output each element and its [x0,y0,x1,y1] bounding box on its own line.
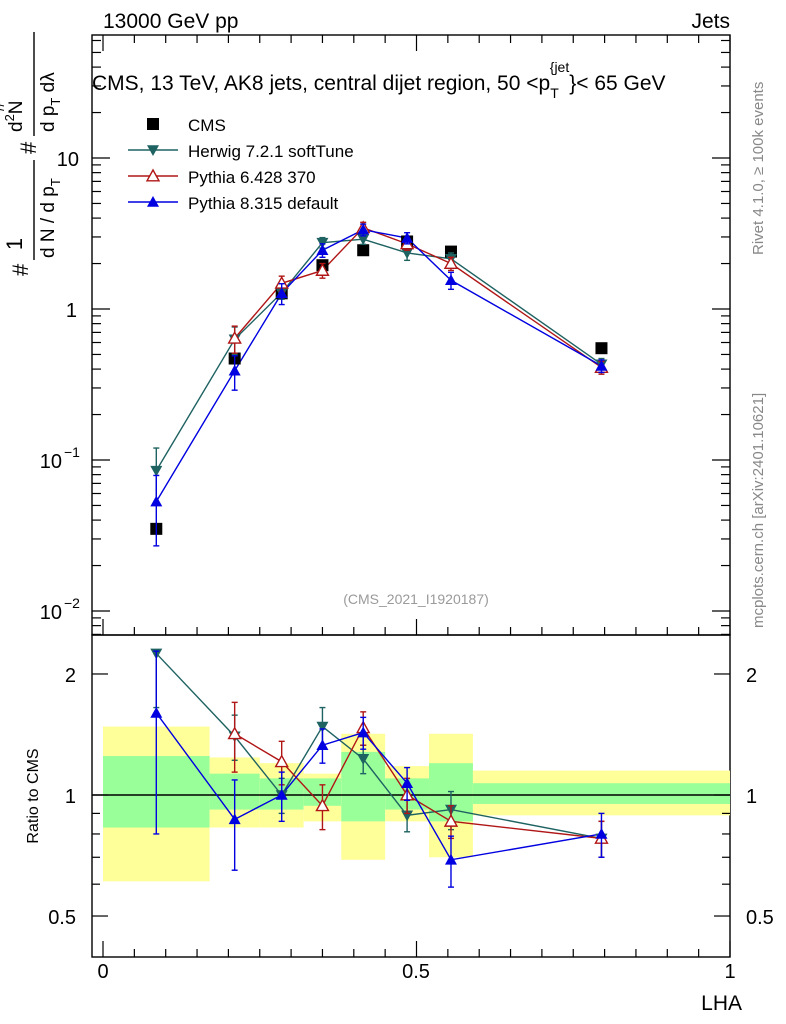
ratio-point-pythia-8-315-default [401,777,414,788]
ratio-point-herwig-7-2-1-softtune [357,754,370,765]
xtick-label-1: 1 [724,961,735,983]
data-point-pythia-8-315-default [275,287,288,299]
ytick-label-1e-2-exp: −2 [64,595,80,611]
ratio-axis-label: Ratio to CMS [25,748,42,843]
data-point-pythia-6-428-370 [443,256,459,270]
legend-marker-herwig-7-2-1-softtune [147,145,159,156]
ratio-tick-label-2-right: 2 [746,665,757,687]
xtick-label-0: 0 [97,961,108,983]
svg-text:d pT dλ: d pT dλ [38,72,63,132]
legend-marker-cms [147,118,159,130]
data-point-pythia-8-315-default [228,364,241,376]
ratio-band-inner [472,783,730,804]
ratio-point-pythia-8-315-default [357,726,370,738]
data-point-pythia-8-315-default [595,359,608,371]
ratio-point-pythia-6-428-370 [274,754,289,768]
ratio-point-herwig-7-2-1-softtune [316,721,329,733]
ytick-label-1e-1: 10 [40,451,62,473]
ratio-point-pythia-6-428-370 [443,813,459,827]
data-point-cms [595,342,608,355]
ratio-line-herwig-7-2-1-softtune [155,652,602,840]
data-point-cms [357,244,370,257]
ratio-tick-label-1-right: 1 [746,786,757,808]
data-point-pythia-8-315-default [357,223,370,235]
legend-label-pythia-8-315-default: Pythia 8.315 default [188,194,339,213]
legend-label-pythia-6-428-370: Pythia 6.428 370 [188,168,316,187]
ratio-point-pythia-6-428-370 [315,798,330,812]
ratio-point-pythia-8-315-default [228,813,241,825]
ytick-label-1e-1-exp: −1 [64,444,80,460]
data-point-pythia-8-315-default [150,495,163,507]
svg-text:d N / d pT: d N / d pT [38,178,63,258]
ratio-point-pythia-6-428-370 [227,726,242,740]
legend-marker-pythia-8-315-default [147,196,159,207]
title-sup: {jet [550,59,570,75]
ytick-label-10: 10 [57,149,79,171]
mcplots-label: mcplots.cern.ch [arXiv:2401.10621] [750,393,767,628]
data-point-herwig-7-2-1-softtune [357,234,370,246]
svg-text:d2N: d2N [2,100,27,132]
legend-label-cms: CMS [188,116,226,135]
header-process: Jets [691,10,730,33]
svg-text:1: 1 [2,238,27,250]
svg-text:#: # [8,263,33,276]
main-y-axis-label: # 1 d N / d pT # d2N d pT dλ # [0,32,63,276]
svg-text:#: # [0,101,9,112]
data-point-pythia-6-428-370 [227,330,242,344]
ratio-tick-label-1: 1 [65,786,76,808]
ratio-point-pythia-8-315-default [150,706,163,718]
legend-label-herwig-7-2-1-softtune: Herwig 7.2.1 softTune [188,142,354,161]
legend-marker-pythia-6-428-370 [145,168,161,182]
plot-title: CMS, 13 TeV, AK8 jets, central dijet reg… [92,59,666,101]
ratio-point-pythia-8-315-default [444,853,457,865]
ratio-tick-label-2: 2 [65,665,76,687]
ratio-line-pythia-8-315-default [155,712,602,861]
legend: CMS Herwig 7.2.1 softTune Pythia 6.428 370… [128,116,354,213]
ratio-point-pythia-8-315-default [275,789,288,800]
ratio-tick-label-0.5-right: 0.5 [746,907,774,929]
analysis-id: (CMS_2021_I1920187) [343,591,489,607]
rivet-label: Rivet 4.1.0, ≥ 100k events [750,82,767,255]
xtick-label-0.5: 0.5 [402,961,430,983]
ratio-point-pythia-8-315-default [316,739,329,751]
title-sub: T [550,85,559,101]
series-line-pythia-8-315-default [155,228,602,502]
ratio-tick-label-0.5: 0.5 [48,907,76,929]
svg-text:#: # [16,141,41,154]
data-point-pythia-8-315-default [401,232,414,243]
series-line-herwig-7-2-1-softtune [155,238,602,472]
ytick-label-1e-2: 10 [40,602,62,624]
data-point-pythia-6-428-370 [315,263,330,276]
ratio-point-pythia-8-315-default [595,827,608,839]
title-suffix: }< 65 GeV [569,72,665,95]
ytick-label-1: 1 [66,300,77,322]
header-energy: 13000 GeV pp [103,10,238,33]
data-point-pythia-8-315-default [316,244,329,256]
x-axis-label: LHA [701,992,742,1015]
data-point-herwig-7-2-1-softtune [150,465,163,477]
data-point-pythia-8-315-default [444,274,457,286]
